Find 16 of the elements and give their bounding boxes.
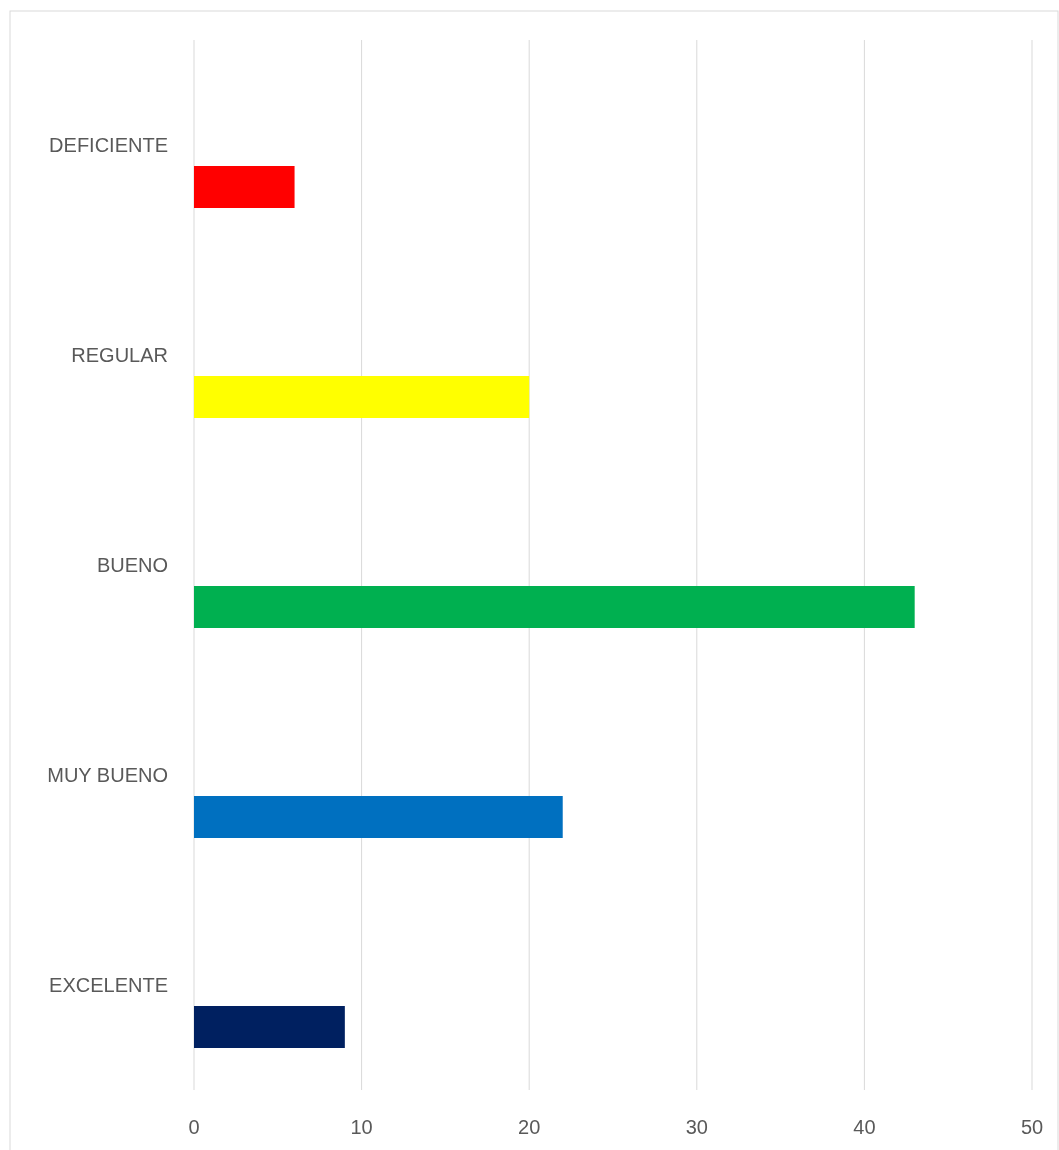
bar bbox=[194, 1006, 345, 1048]
bar bbox=[194, 586, 915, 628]
x-tick-label: 20 bbox=[518, 1116, 541, 1138]
y-tick-label: EXCELENTE bbox=[49, 974, 168, 996]
x-tick-label: 40 bbox=[853, 1116, 876, 1138]
y-tick-label: MUY BUENO bbox=[47, 764, 168, 786]
bar bbox=[194, 166, 295, 208]
bar bbox=[194, 796, 563, 838]
y-tick-label: DEFICIENTE bbox=[49, 134, 168, 156]
x-tick-label: 0 bbox=[188, 1116, 200, 1138]
y-tick-label: BUENO bbox=[96, 554, 168, 576]
x-tick-label: 50 bbox=[1020, 1116, 1044, 1138]
bar bbox=[194, 376, 530, 418]
x-tick-label: 10 bbox=[350, 1116, 373, 1138]
x-tick-label: 30 bbox=[685, 1116, 708, 1138]
y-tick-label: REGULAR bbox=[71, 344, 168, 366]
